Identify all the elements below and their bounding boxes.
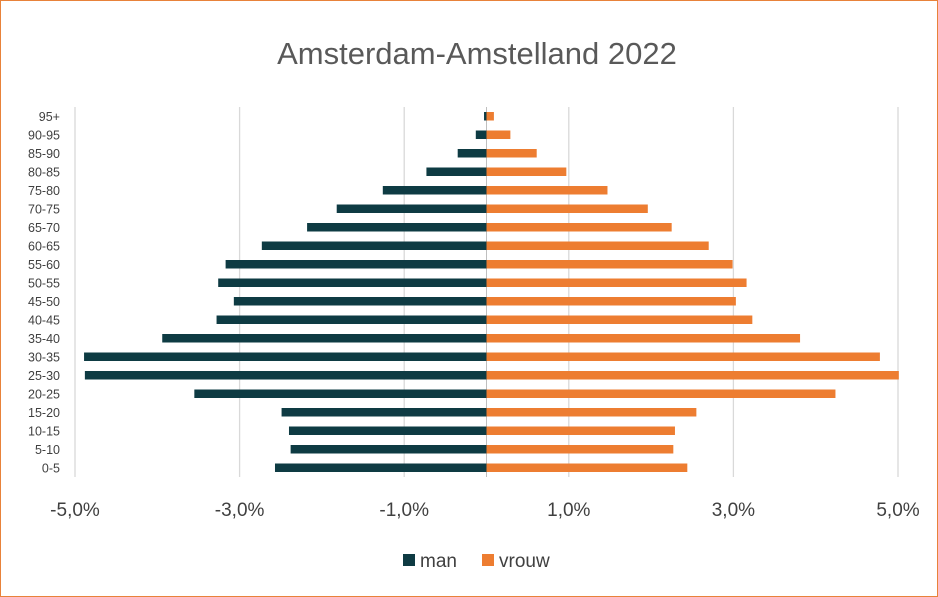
category-labels: 0-5 5-10 10-15 15-20 20-25 25-30 30-35 35-40 40-…	[28, 110, 60, 476]
bar-vrouw-35-40	[486, 334, 801, 343]
category-label: 70-75	[28, 202, 60, 216]
category-label: 90-95	[28, 128, 60, 142]
category-label: 10-15	[28, 424, 60, 438]
x-tick-label: -3,0%	[215, 500, 265, 521]
bar-man-70-75	[336, 204, 487, 213]
bar-vrouw-65-70	[486, 223, 672, 232]
bar-man-0-5	[274, 463, 487, 472]
legend-swatch-man	[403, 554, 415, 566]
bar-man-15-20	[281, 408, 487, 417]
bar-vrouw-30-35	[486, 352, 880, 361]
category-label: 45-50	[28, 295, 60, 309]
bar-vrouw-80-85	[486, 167, 567, 176]
bar-man-35-40	[162, 334, 487, 343]
category-label: 60-65	[28, 239, 60, 253]
bar-vrouw-10-15	[486, 426, 675, 435]
bar-man-40-45	[216, 315, 487, 324]
category-label: 55-60	[28, 258, 60, 272]
legend-label-man: man	[420, 551, 457, 572]
x-tick-label: 1,0%	[547, 500, 590, 521]
category-label: 20-25	[28, 387, 60, 401]
category-label: 85-90	[28, 147, 60, 161]
category-label: 35-40	[28, 332, 60, 346]
bar-man-25-30	[84, 371, 487, 380]
category-label: 50-55	[28, 276, 60, 290]
legend-label-vrouw: vrouw	[499, 551, 550, 572]
bar-vrouw-0-5	[486, 463, 688, 472]
category-label: 25-30	[28, 369, 60, 383]
bar-vrouw-85-90	[486, 149, 537, 158]
chart-title: Amsterdam-Amstelland 2022	[277, 36, 677, 71]
category-label: 95+	[39, 110, 60, 124]
bar-vrouw-55-60	[486, 260, 733, 269]
bar-man-60-65	[261, 241, 487, 250]
category-label: 65-70	[28, 221, 60, 235]
bar-man-5-10	[290, 445, 487, 454]
bar-man-95+	[484, 112, 487, 121]
bar-man-50-55	[218, 278, 487, 287]
x-axis-tick-labels: -5,0% -3,0% -1,0% 1,0% 3,0% 5,0%	[50, 500, 920, 521]
bar-man-55-60	[225, 260, 487, 269]
category-label: 0-5	[42, 461, 60, 475]
category-label: 15-20	[28, 406, 60, 420]
x-tick-label: 3,0%	[712, 500, 755, 521]
bar-man-20-25	[194, 389, 487, 398]
bar-man-65-70	[307, 223, 487, 232]
category-label: 75-80	[28, 184, 60, 198]
bar-vrouw-60-65	[486, 241, 709, 250]
bars	[84, 112, 899, 472]
bar-vrouw-70-75	[486, 204, 648, 213]
category-label: 5-10	[35, 443, 60, 457]
bar-vrouw-50-55	[486, 278, 747, 287]
bar-vrouw-20-25	[486, 389, 836, 398]
x-tick-label: -1,0%	[379, 500, 429, 521]
bar-vrouw-25-30	[486, 371, 899, 380]
bar-vrouw-90-95	[486, 130, 511, 139]
gridlines	[74, 107, 899, 477]
bar-vrouw-5-10	[486, 445, 674, 454]
bar-man-80-85	[426, 167, 487, 176]
category-label: 30-35	[28, 350, 60, 364]
bar-vrouw-75-80	[486, 186, 608, 195]
bar-vrouw-95+	[486, 112, 494, 121]
x-tick-label: 5,0%	[876, 500, 919, 521]
bar-man-10-15	[288, 426, 487, 435]
bar-vrouw-15-20	[486, 408, 697, 417]
bar-man-75-80	[382, 186, 487, 195]
bar-man-45-50	[233, 297, 487, 306]
category-label: 80-85	[28, 165, 60, 179]
bar-vrouw-45-50	[486, 297, 736, 306]
bar-man-85-90	[457, 149, 487, 158]
bar-man-90-95	[475, 130, 487, 139]
bar-man-30-35	[84, 352, 487, 361]
x-tick-label: -5,0%	[50, 500, 100, 521]
category-label: 40-45	[28, 313, 60, 327]
bar-vrouw-40-45	[486, 315, 753, 324]
legend-swatch-vrouw	[482, 554, 494, 566]
legend: man vrouw	[403, 551, 550, 572]
